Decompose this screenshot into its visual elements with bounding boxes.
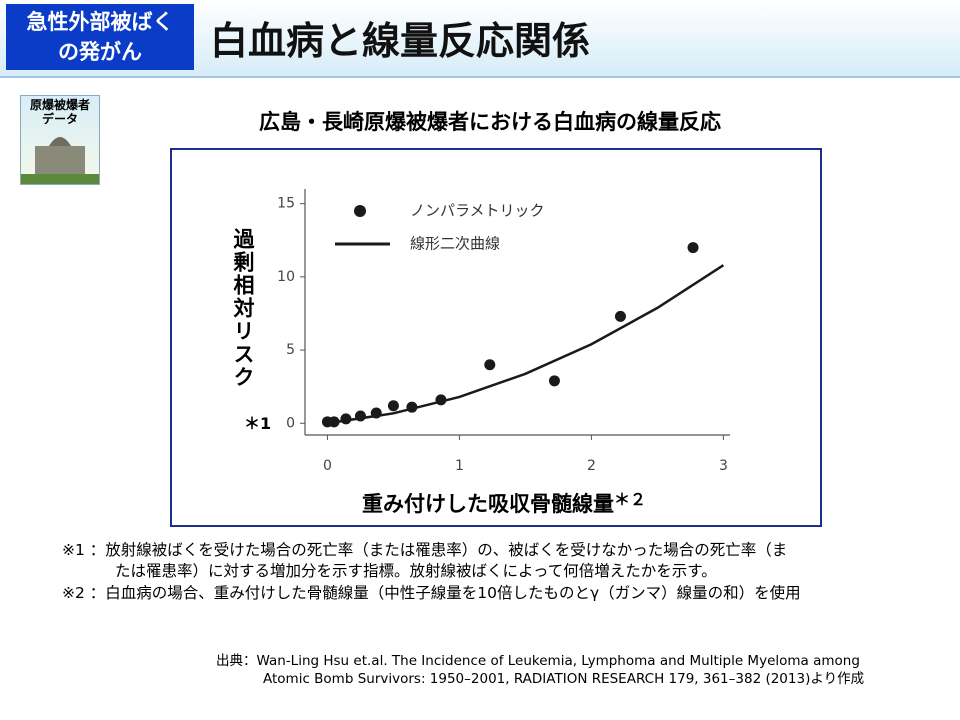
curve — [327, 264, 725, 425]
icon-label: 原爆被爆者 — [29, 98, 90, 112]
x-tick-label: 0 — [323, 458, 332, 474]
legend-label: ノンパラメトリック — [410, 202, 545, 220]
y-axis-label-note: ＊1 — [244, 414, 272, 433]
chart-frame — [170, 148, 822, 527]
x-tick-label: 2 — [587, 458, 596, 474]
icon: 原爆被爆者 データ — [20, 95, 100, 185]
legend-marker — [354, 205, 366, 217]
x-tick-label: 3 — [719, 458, 728, 474]
x-axis-label: 重み付けした吸収骨髄線量＊２ — [362, 486, 646, 518]
source-mark: 出典： — [216, 653, 257, 669]
icon-graphic — [21, 137, 99, 184]
badge: 急性外部被ばく の発がん — [6, 4, 194, 70]
data-point — [548, 375, 560, 387]
badge-line: の発がん — [58, 40, 142, 64]
footnote: ※1 ：放射線被ばくを受けた場合の死亡率（または罹患率）の、被ばくを受けなかった… — [62, 540, 787, 560]
source-text: Atomic Bomb Survivors: 1950–2001, RADIAT… — [263, 671, 865, 687]
icon-label: データ — [41, 112, 78, 126]
note-text: 放射線被ばくを受けた場合の死亡率（または罹患率）の、被ばくを受けなかった場合の死… — [105, 541, 788, 559]
y-tick-label: 5 — [286, 342, 295, 358]
data-point — [484, 359, 496, 371]
source-text: Wan-Ling Hsu et.al. The Incidence of Leu… — [256, 653, 860, 669]
y-tick-label: 10 — [277, 269, 295, 285]
note-mark: ※2 ： — [62, 584, 106, 602]
badge-line: 急性外部被ばく — [26, 10, 174, 34]
legend-label: 線形二次曲線 — [410, 235, 500, 253]
data-point — [687, 242, 699, 254]
y-axis-label: 過剰相対リスク — [231, 228, 255, 389]
note-text: たは罹患率）に対する増加分を示す指標。放射線被ばくによって何倍増えたかを示す。 — [115, 562, 717, 580]
data-point — [387, 400, 399, 412]
x-tick-label: 1 — [455, 458, 464, 474]
footnote: ※2 ：白血病の場合、重み付けした骨髄線量（中性子線量を10倍したものとγ（ガン… — [62, 583, 801, 603]
note-text: 白血病の場合、重み付けした骨髄線量（中性子線量を10倍したものとγ（ガンマ）線量… — [105, 584, 801, 602]
source: 出典：Wan-Ling Hsu et.al. The Incidence of … — [216, 652, 860, 670]
x-axis-label-note: ＊２ — [614, 490, 647, 509]
chart-title: 広島・長崎原爆被爆者における白血病の線量反応 — [259, 110, 721, 134]
note-mark: ※1 ： — [62, 541, 106, 559]
y-tick-label: 15 — [277, 196, 295, 212]
page-title: 白血病と線量反応関係 — [210, 19, 591, 63]
x-axis-label-text: 重み付けした吸収骨髄線量 — [362, 492, 614, 516]
y-tick-label: 0 — [286, 415, 295, 431]
data-point — [614, 310, 626, 322]
